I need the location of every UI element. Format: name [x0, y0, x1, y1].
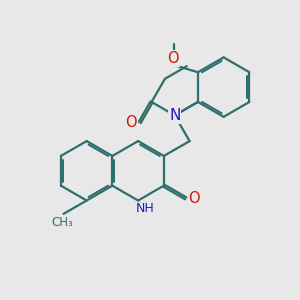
Text: O: O: [188, 191, 200, 206]
Text: CH₃: CH₃: [51, 216, 73, 229]
Text: O: O: [167, 51, 179, 66]
Text: N: N: [169, 108, 180, 123]
Text: NH: NH: [135, 202, 154, 215]
Text: O: O: [125, 115, 137, 130]
